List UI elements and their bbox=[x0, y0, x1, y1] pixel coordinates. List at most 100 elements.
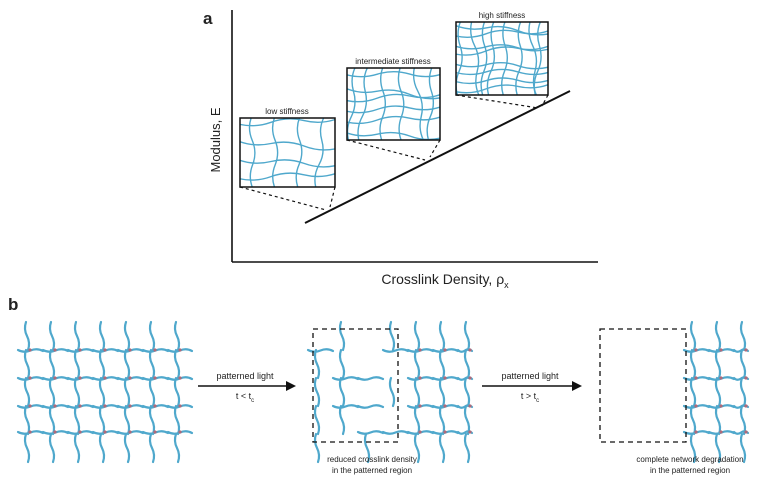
inset bbox=[345, 66, 442, 142]
crosslink bbox=[53, 348, 56, 351]
fiber bbox=[383, 349, 408, 351]
fiber bbox=[358, 377, 383, 379]
inset-frame bbox=[347, 68, 440, 140]
fiber bbox=[75, 434, 79, 462]
crosslink bbox=[744, 348, 747, 351]
crosslink bbox=[744, 376, 747, 379]
fiber bbox=[125, 350, 129, 378]
fiber bbox=[390, 322, 394, 350]
crosslink bbox=[153, 430, 156, 433]
fiber bbox=[358, 405, 383, 407]
crosslink bbox=[719, 376, 722, 379]
crosslink bbox=[28, 430, 31, 433]
fiber bbox=[471, 20, 480, 97]
fiber bbox=[50, 434, 54, 462]
fiber bbox=[150, 406, 154, 434]
fiber bbox=[25, 434, 29, 462]
crosslink bbox=[719, 348, 722, 351]
crosslink bbox=[418, 430, 421, 433]
fiber bbox=[125, 434, 129, 462]
x-axis-text: Crosslink Density, ρ bbox=[381, 271, 504, 287]
fiber bbox=[25, 322, 29, 350]
crosslink bbox=[178, 404, 181, 407]
fiber bbox=[691, 322, 695, 350]
crosslink bbox=[53, 376, 56, 379]
fiber bbox=[75, 350, 79, 378]
fiber bbox=[25, 378, 29, 406]
fiber bbox=[315, 116, 325, 189]
condition: t > tc bbox=[521, 391, 539, 404]
crosslink bbox=[418, 376, 421, 379]
fiber bbox=[415, 350, 419, 378]
network bbox=[684, 322, 748, 462]
inset-label: intermediate stiffness bbox=[355, 57, 430, 66]
crosslink bbox=[128, 376, 131, 379]
crosslink bbox=[468, 376, 471, 379]
fiber bbox=[340, 322, 344, 350]
fiber bbox=[358, 431, 383, 433]
fiber bbox=[741, 322, 745, 350]
fiber bbox=[716, 322, 720, 350]
x-axis-label: Crosslink Density, ρx bbox=[381, 271, 509, 290]
fiber bbox=[340, 350, 344, 378]
crosslink bbox=[178, 376, 181, 379]
condition-text: t > t bbox=[521, 391, 537, 401]
fiber bbox=[238, 173, 337, 180]
fiber bbox=[308, 349, 333, 351]
network bbox=[308, 322, 472, 462]
crosslink bbox=[153, 348, 156, 351]
crosslink bbox=[78, 348, 81, 351]
fiber bbox=[50, 378, 54, 406]
fiber bbox=[716, 350, 720, 378]
fiber bbox=[50, 350, 54, 378]
fiber bbox=[440, 350, 444, 378]
fiber bbox=[414, 66, 425, 142]
fiber bbox=[315, 434, 319, 462]
fiber bbox=[340, 406, 344, 434]
crosslink bbox=[153, 376, 156, 379]
crosslink bbox=[418, 404, 421, 407]
crosslink bbox=[103, 376, 106, 379]
inset bbox=[454, 20, 550, 97]
crosslink bbox=[178, 430, 181, 433]
crosslink bbox=[744, 404, 747, 407]
panel-label: a bbox=[203, 9, 213, 28]
crosslink bbox=[443, 430, 446, 433]
fiber bbox=[741, 378, 745, 406]
arrow-label: patterned light bbox=[216, 371, 274, 381]
fiber bbox=[741, 350, 745, 378]
crosslink bbox=[468, 348, 471, 351]
fiber bbox=[100, 406, 104, 434]
fiber bbox=[691, 406, 695, 434]
crosslink bbox=[103, 404, 106, 407]
fiber bbox=[175, 434, 179, 462]
fiber bbox=[465, 350, 469, 378]
fiber bbox=[249, 116, 254, 189]
fiber bbox=[75, 378, 79, 406]
fiber bbox=[440, 434, 444, 462]
crosslink bbox=[694, 348, 697, 351]
inset bbox=[238, 116, 337, 189]
caption: in the patterned region bbox=[332, 466, 412, 475]
crosslink bbox=[103, 348, 106, 351]
fiber bbox=[296, 116, 302, 189]
crosslink bbox=[78, 404, 81, 407]
fiber bbox=[465, 434, 469, 462]
crosslink bbox=[694, 430, 697, 433]
crosslink bbox=[468, 430, 471, 433]
arrow bbox=[198, 381, 296, 391]
fiber bbox=[175, 350, 179, 378]
fiber bbox=[75, 322, 79, 350]
crosslink bbox=[28, 404, 31, 407]
crosslink bbox=[28, 348, 31, 351]
fiber bbox=[25, 350, 29, 378]
patterned-region bbox=[600, 329, 686, 442]
fiber bbox=[465, 322, 469, 350]
fiber bbox=[340, 378, 344, 406]
fiber bbox=[100, 350, 104, 378]
crosslink bbox=[178, 348, 181, 351]
crosslink bbox=[128, 348, 131, 351]
fiber bbox=[716, 406, 720, 434]
inset-label: high stiffness bbox=[479, 11, 526, 20]
fiber bbox=[529, 20, 537, 97]
